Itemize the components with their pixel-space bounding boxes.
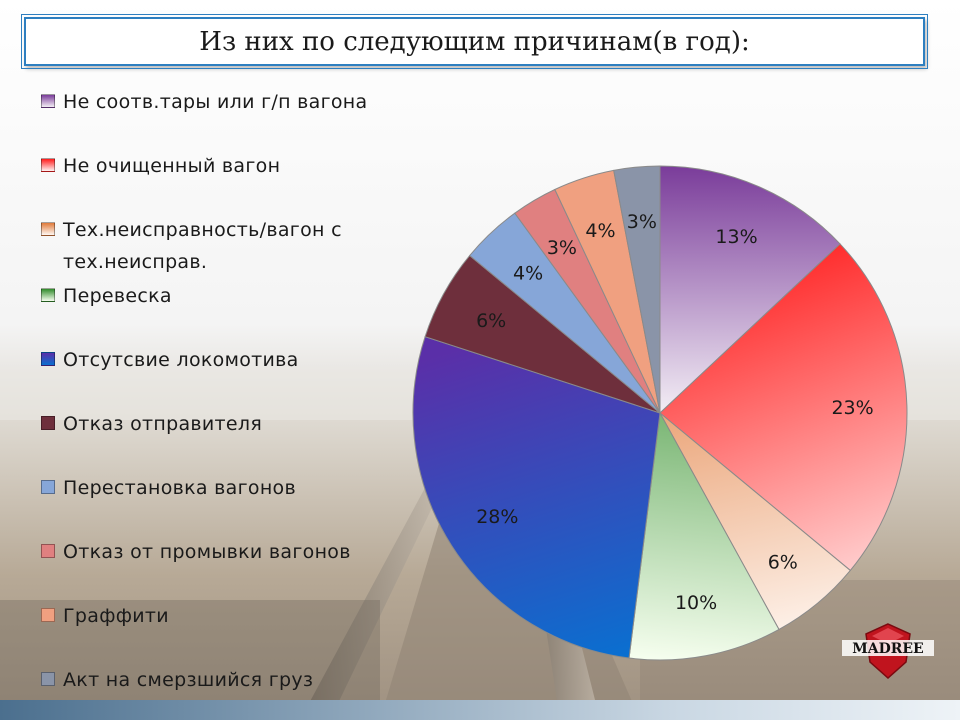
- page-title: Из них по следующим причинам(в год):: [199, 26, 750, 57]
- legend-label: Не соотв.тары или г/п вагона: [63, 91, 368, 113]
- legend-label: Тех.неисправность/вагон с тех.неисправ.: [63, 219, 342, 273]
- legend-label: Отсутсвие локомотива: [63, 349, 299, 371]
- legend-label: Отказ отправителя: [63, 413, 263, 435]
- legend-item: Тех.неисправность/вагон с тех.неисправ.: [41, 214, 403, 278]
- legend-label: Перевеска: [63, 285, 172, 307]
- madree-logo: MADREE: [842, 623, 934, 680]
- pie-slice: [412, 336, 661, 659]
- legend-swatch: [41, 416, 55, 430]
- legend-item: Отказ отправителя: [41, 408, 403, 440]
- legend-label: Граффити: [63, 605, 169, 627]
- bottom-bar: [0, 700, 960, 720]
- slice-data-label: 23%: [831, 397, 873, 419]
- legend-label: Отказ от промывки вагонов: [63, 541, 351, 563]
- pie-slice: [628, 411, 780, 661]
- slice-data-label: 3%: [547, 237, 577, 259]
- legend-item: Перевеска: [41, 280, 403, 312]
- legend-item: Граффити: [41, 600, 403, 632]
- title-box: Из них по следующим причинам(в год):: [21, 14, 928, 69]
- legend-item: Акт на смерзшийся груз: [41, 664, 403, 696]
- legend-swatch: [41, 94, 55, 108]
- legend-swatch: [41, 672, 55, 686]
- legend-label: Перестановка вагонов: [63, 477, 296, 499]
- legend-swatch: [41, 480, 55, 494]
- pie-slice: [659, 165, 841, 415]
- slice-data-label: 4%: [585, 220, 615, 242]
- legend-label: Акт на смерзшийся груз: [63, 669, 314, 691]
- slice-data-label: 6%: [476, 310, 506, 332]
- legend-swatch: [41, 352, 55, 366]
- legend-item: Перестановка вагонов: [41, 472, 403, 504]
- legend-swatch: [41, 158, 55, 172]
- legend-item: Отказ от промывки вагонов: [41, 536, 403, 568]
- slice-data-label: 4%: [513, 263, 543, 285]
- legend-item: Отсутсвие локомотива: [41, 344, 403, 376]
- slice-data-label: 6%: [768, 551, 798, 573]
- slice-data-label: 10%: [675, 592, 717, 614]
- legend-swatch: [41, 608, 55, 622]
- pie-slice: [659, 243, 908, 572]
- legend-item: Не соотв.тары или г/п вагона: [41, 86, 403, 118]
- slice-data-label: 28%: [476, 506, 518, 528]
- slice-data-label: 13%: [715, 226, 757, 248]
- slice-data-label: 3%: [627, 211, 657, 233]
- logo-text: MADREE: [852, 641, 923, 657]
- legend-swatch: [41, 544, 55, 558]
- legend-swatch: [41, 288, 55, 302]
- pie-slice: [613, 165, 661, 414]
- legend-swatch: [41, 222, 55, 236]
- legend-item: Не очищенный вагон: [41, 150, 403, 182]
- legend-label: Не очищенный вагон: [63, 155, 281, 177]
